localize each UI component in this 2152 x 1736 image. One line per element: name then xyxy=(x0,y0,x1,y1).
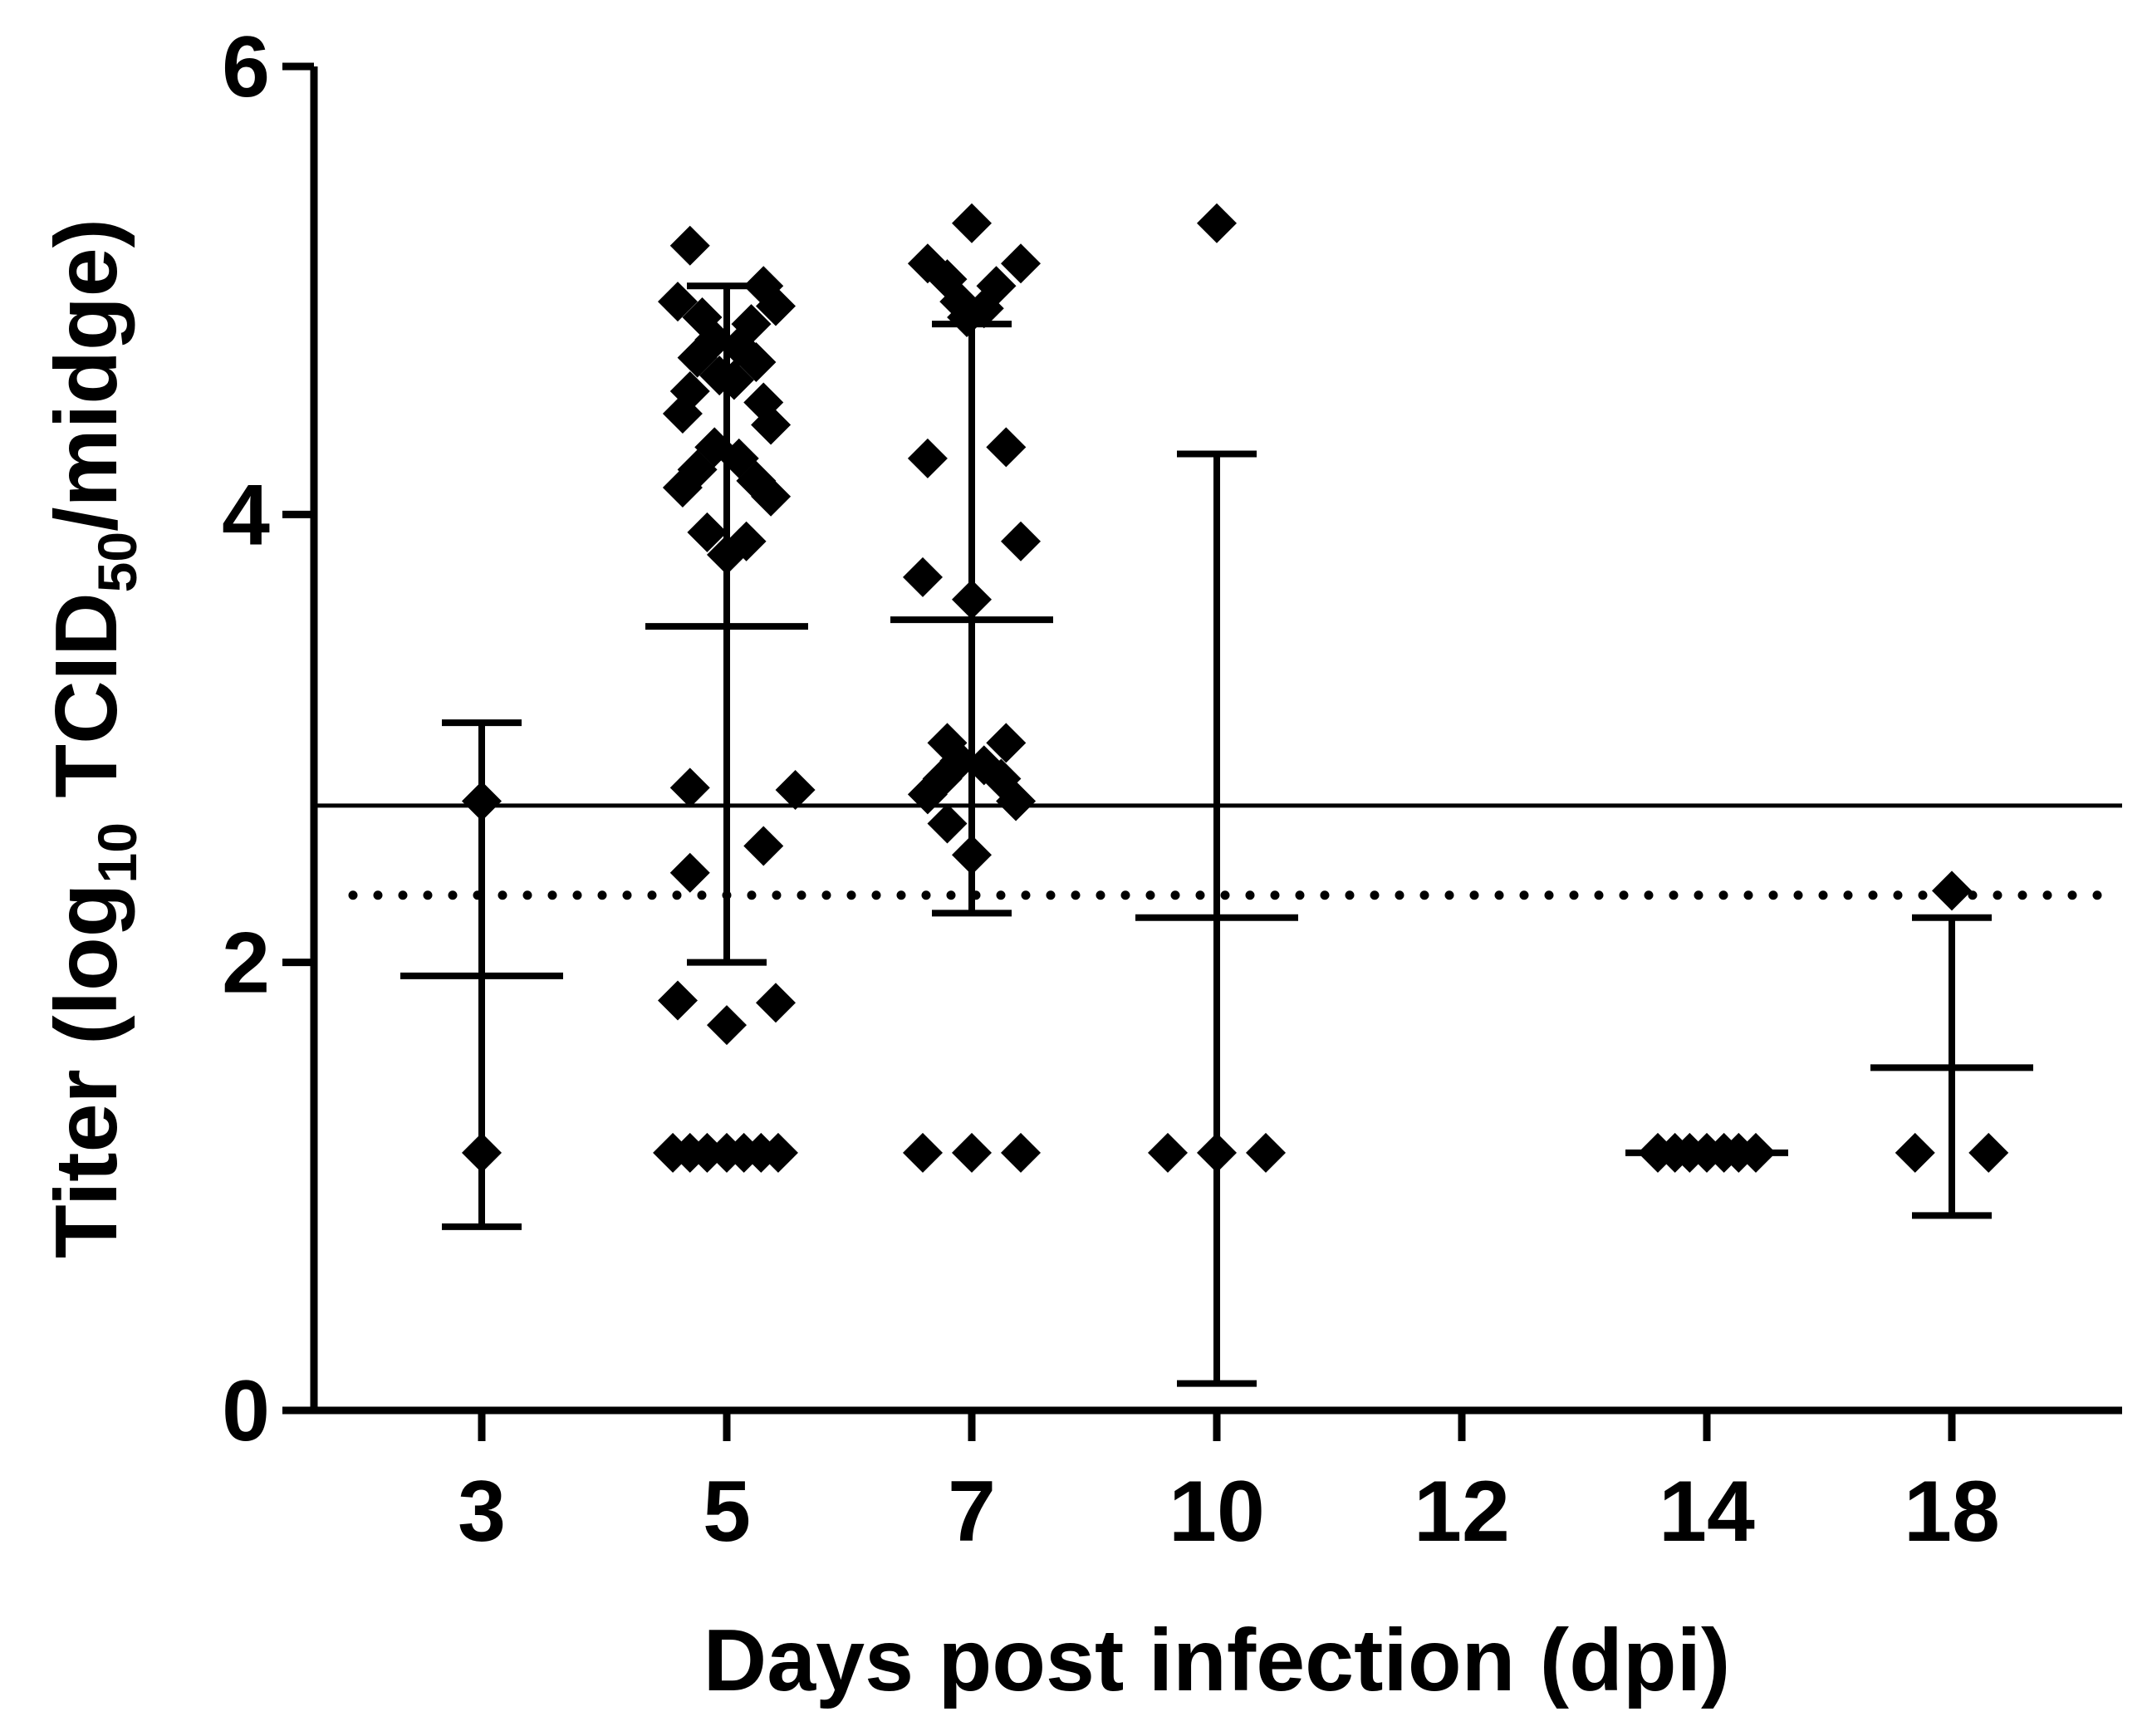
data-point-dpi-5-38 xyxy=(757,1132,798,1173)
data-points xyxy=(462,203,2009,1173)
data-point-dpi-5-8 xyxy=(677,337,718,378)
data-point-dpi-7-14 xyxy=(986,723,1027,763)
data-point-dpi-18-1 xyxy=(1895,1132,1935,1173)
data-point-dpi-5-29 xyxy=(658,980,698,1021)
data-point-dpi-7-2 xyxy=(1001,243,1041,284)
data-point-dpi-3-0 xyxy=(462,781,502,821)
data-point-dpi-5-20 xyxy=(662,467,703,508)
data-point-dpi-5-30 xyxy=(756,983,796,1023)
y-tick-label-3: 6 xyxy=(222,19,270,115)
data-point-dpi-7-10 xyxy=(1001,521,1041,562)
data-point-dpi-18-0 xyxy=(1932,870,1972,911)
data-point-dpi-5-26 xyxy=(775,770,816,811)
x-ticks: 3 5 7 10 12 14 18 xyxy=(458,1410,2000,1560)
data-point-dpi-5-28 xyxy=(669,852,710,893)
data-point-dpi-7-11 xyxy=(903,557,943,597)
data-point-dpi-5-22 xyxy=(687,512,728,552)
data-point-dpi-7-24 xyxy=(952,1132,992,1173)
y-axis-label-mid: TCID xyxy=(37,592,135,822)
y-tick-label-2: 4 xyxy=(222,467,270,563)
y-axis-label-prefix: Titer (log xyxy=(37,884,135,1258)
data-point-dpi-5-9 xyxy=(736,341,777,382)
data-point-dpi-7-9 xyxy=(907,438,948,478)
y-axis-label-sub1: 10 xyxy=(86,822,148,883)
data-point-dpi-7-12 xyxy=(952,579,992,620)
x-tick-label-4: 12 xyxy=(1414,1464,1510,1560)
data-point-dpi-5-31 xyxy=(707,1005,747,1046)
data-point-dpi-10-2 xyxy=(1197,1132,1237,1173)
data-point-dpi-7-19 xyxy=(907,774,948,815)
x-axis-label: Days post infection (dpi) xyxy=(703,1611,1731,1709)
data-point-dpi-7-23 xyxy=(903,1132,943,1173)
data-point-dpi-7-22 xyxy=(952,835,992,875)
data-point-dpi-14-6 xyxy=(1736,1132,1776,1173)
x-tick-label-6: 18 xyxy=(1904,1464,2000,1560)
x-tick-label-3: 10 xyxy=(1169,1464,1265,1560)
data-point-dpi-5-27 xyxy=(743,826,784,866)
data-point-dpi-7-21 xyxy=(927,803,968,844)
y-tick-label-1: 2 xyxy=(222,915,270,1012)
data-point-dpi-3-1 xyxy=(462,1132,502,1173)
data-point-dpi-5-15 xyxy=(751,405,792,445)
data-point-dpi-5-25 xyxy=(669,767,710,808)
y-axis-label: Titer (log10 TCID50/midge) xyxy=(37,218,148,1258)
data-point-dpi-10-0 xyxy=(1197,203,1237,243)
data-point-dpi-7-20 xyxy=(996,781,1037,821)
y-axis-label-suffix: /midge) xyxy=(37,218,135,532)
y-axis-label-sub2: 50 xyxy=(86,532,148,592)
data-point-dpi-10-3 xyxy=(1246,1132,1286,1173)
x-tick-label-1: 5 xyxy=(703,1464,751,1560)
data-point-dpi-5-11 xyxy=(713,360,754,400)
y-ticks: 0 2 4 6 xyxy=(222,19,314,1459)
data-point-dpi-7-0 xyxy=(952,203,992,243)
data-point-dpi-5-14 xyxy=(662,393,703,434)
data-point-dpi-7-8 xyxy=(986,427,1027,468)
data-point-dpi-5-24 xyxy=(707,534,747,575)
data-point-dpi-5-21 xyxy=(751,476,792,517)
data-point-dpi-18-2 xyxy=(1968,1132,2009,1173)
x-tick-label-2: 7 xyxy=(948,1464,996,1560)
data-point-dpi-10-1 xyxy=(1148,1132,1188,1173)
error-bars xyxy=(400,282,2033,1387)
data-point-dpi-5-2 xyxy=(658,282,698,322)
y-tick-label-0: 0 xyxy=(222,1363,270,1459)
data-point-dpi-7-25 xyxy=(1001,1132,1041,1173)
data-point-dpi-5-0 xyxy=(669,225,710,266)
x-tick-label-5: 14 xyxy=(1659,1464,1755,1560)
x-tick-label-0: 3 xyxy=(458,1464,506,1560)
data-point-dpi-7-7 xyxy=(947,297,988,338)
data-point-dpi-5-3 xyxy=(756,286,796,326)
